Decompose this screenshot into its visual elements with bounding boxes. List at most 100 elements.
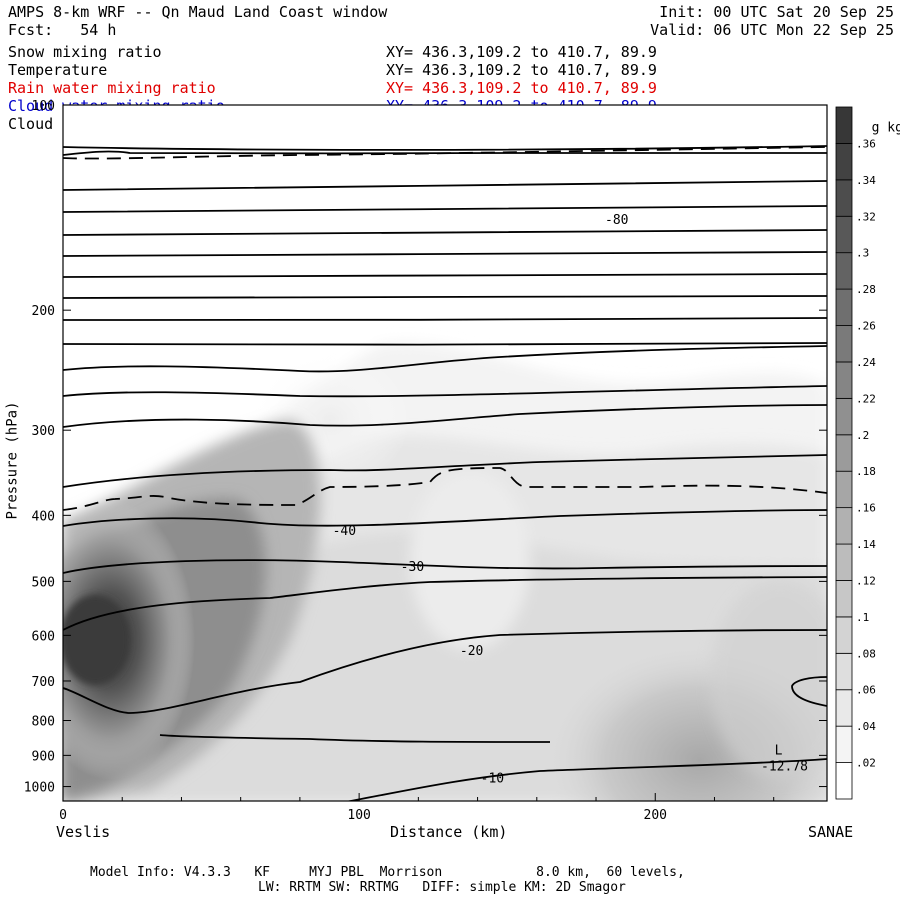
dashed-contours — [63, 146, 827, 511]
isotherm-label: -80 — [605, 213, 628, 228]
colorbar-swatch — [835, 725, 853, 763]
isotherm — [63, 509, 827, 527]
y-tick-label: 200 — [32, 304, 55, 319]
colorbar-swatch — [835, 361, 853, 399]
isotherm — [63, 404, 827, 428]
x-tick-label: 200 — [644, 808, 667, 823]
field-xy: XY= 436.3,109.2 to 410.7, 89.9 — [386, 43, 657, 61]
isotherm-m30 — [63, 454, 827, 488]
dashed-lower — [63, 467, 827, 511]
colorbar-label: .32 — [856, 210, 876, 223]
isotherm-label: -10 — [481, 772, 504, 787]
colorbar-label: .14 — [856, 538, 876, 551]
colorbar-swatch — [835, 179, 853, 217]
isotherm — [63, 629, 827, 714]
colorbar-label: .24 — [856, 356, 876, 369]
isotherm — [63, 342, 827, 346]
colorbar-label: .34 — [856, 174, 876, 187]
plot-frame — [62, 104, 828, 802]
isotherm-low — [791, 676, 827, 707]
field-xy: XY= 436.3,109.2 to 410.7, 89.9 — [386, 97, 657, 115]
y-axis-label: Pressure (hPa) — [4, 401, 21, 520]
y-tick-label: 1000 — [24, 781, 55, 796]
model-info-line1: Model Info: V4.3.3 KF MYJ PBL Morrison 8… — [90, 865, 685, 880]
colorbar-label: .06 — [856, 684, 876, 697]
isotherms — [63, 145, 827, 801]
colorbar-swatch — [835, 580, 853, 618]
left-location: Veslis — [56, 823, 111, 841]
colorbar-units-text: g kg — [871, 120, 900, 136]
colorbar-swatch — [835, 215, 853, 254]
x-tick-label: 0 — [59, 808, 67, 823]
y-tick-label: 300 — [32, 424, 55, 439]
isotherm-label: -20 — [460, 644, 483, 659]
colorbar-swatch — [835, 397, 853, 436]
forecast-hour: Fcst: 54 h — [8, 21, 117, 39]
right-location: SANAE — [808, 823, 854, 841]
isotherm-m80 — [63, 145, 827, 151]
colorbar-swatch — [835, 434, 853, 472]
isotherm-label: -40 — [333, 524, 356, 539]
colorbar-swatch — [835, 652, 853, 691]
field-name: Cloud ice mixing ratio — [8, 115, 207, 133]
field-name: Cloud water mixing ratio — [8, 97, 225, 115]
isotherm — [63, 273, 827, 278]
colorbar-swatch — [835, 543, 853, 581]
isotherm — [63, 150, 827, 156]
colorbar-units: g kg-1 — [856, 102, 900, 135]
low-marker-symbol: L — [775, 744, 783, 759]
colorbar-swatch — [835, 106, 853, 144]
field-xy: XY= 436.3,109.2 to 410.7, 89.9 — [386, 79, 657, 97]
isotherm — [63, 317, 827, 321]
chart-title: AMPS 8-km WRF -- Qn Maud Land Coast wind… — [8, 3, 388, 21]
colorbar-swatch — [835, 288, 853, 326]
field-name: Rain water mixing ratio — [8, 79, 216, 97]
isotherm — [63, 295, 827, 299]
isotherm — [63, 385, 827, 398]
colorbar: .02 .04 .06 .08 .1 .12 .14 .16 .18 .2 .22 .24 .26 .28… — [835, 106, 876, 800]
field-xy: XY= 436.3,109.2 to 410.7, 89.9 — [386, 61, 657, 79]
colorbar-swatch — [835, 762, 853, 800]
x-tick-label: 100 — [347, 808, 370, 823]
colorbar-label: .08 — [856, 647, 876, 660]
colorbar-swatch — [835, 616, 853, 654]
y-tick-label: 500 — [32, 575, 55, 590]
colorbar-label: .28 — [856, 283, 876, 296]
colorbar-swatch — [835, 689, 853, 727]
isotherm-label: -30 — [401, 560, 424, 575]
isotherm — [63, 180, 827, 191]
colorbar-swatch — [835, 470, 853, 509]
y-tick-label: 600 — [32, 629, 55, 644]
field-name: Temperature — [8, 61, 108, 79]
colorbar-swatch — [835, 325, 853, 363]
colorbar-label: .16 — [856, 502, 876, 515]
colorbar-label: .04 — [856, 720, 876, 733]
colorbar-swatch — [835, 507, 853, 545]
field-xy: XY= 436.3,109.2 to 410.7, 89.9 — [386, 115, 657, 133]
isotherm — [63, 229, 827, 236]
colorbar-label: .22 — [856, 392, 876, 405]
colorbar-label: .12 — [856, 574, 876, 587]
model-info-line2: LW: RRTM SW: RRTMG DIFF: simple KM: 2D S… — [258, 880, 626, 895]
colorbar-label: .3 — [856, 247, 869, 260]
isotherm — [63, 251, 827, 257]
field-name: Snow mixing ratio — [8, 43, 162, 61]
colorbar-label: .1 — [856, 611, 869, 624]
snow-shading — [63, 105, 827, 801]
isotherm-m20 — [63, 576, 827, 631]
y-tick-label: 400 — [32, 509, 55, 524]
y-tick-label: 800 — [32, 715, 55, 730]
init-time: Init: 00 UTC Sat 20 Sep 25 — [659, 3, 894, 21]
isotherm-m40 — [63, 345, 827, 373]
colorbar-label: .2 — [856, 429, 869, 442]
colorbar-label: .18 — [856, 465, 876, 478]
colorbar-swatch — [835, 252, 853, 290]
colorbar-label: .36 — [856, 137, 876, 150]
dashed-upper — [63, 146, 827, 160]
y-tick-label: 700 — [32, 675, 55, 690]
x-axis-label: Distance (km) — [390, 823, 508, 841]
colorbar-label: .02 — [856, 757, 876, 770]
low-marker-value: -12.78 — [761, 760, 808, 775]
